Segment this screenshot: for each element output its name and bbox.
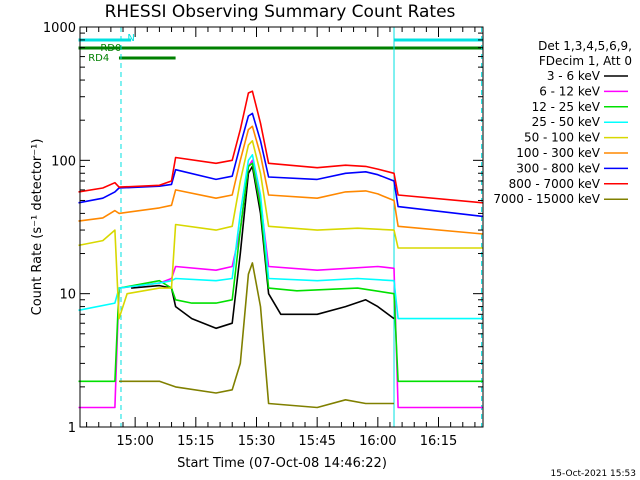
legend-header-line-1: Det 1,3,4,5,6,9, <box>538 39 632 53</box>
y-tick-label: 1 <box>68 421 76 436</box>
legend: Det 1,3,4,5,6,9, FDecim 1, Att 0 3 - 6 k… <box>493 39 632 206</box>
x-tick-label: 15:15 <box>177 434 214 449</box>
y-tick-label: 10 <box>59 288 76 303</box>
series-line-8 <box>119 262 394 409</box>
y-tick-label: 100 <box>51 154 76 169</box>
legend-label: 3 - 6 keV <box>547 69 601 83</box>
legend-header-line-2: FDecim 1, Att 0 <box>539 54 632 68</box>
timestamp: 15-Oct-2021 15:53 <box>551 469 636 479</box>
series-line-3 <box>78 154 483 320</box>
flag-label-rd4: RD4 <box>88 53 109 64</box>
x-tick-label: 16:00 <box>359 434 396 449</box>
y-tick-label: 1000 <box>43 21 76 36</box>
series-line-7 <box>78 90 484 204</box>
legend-label: 800 - 7000 keV <box>509 177 601 191</box>
y-axis-ticks: 1 10 100 1000 <box>43 21 483 436</box>
legend-label: 50 - 100 keV <box>524 131 601 145</box>
chart-title: RHESSI Observing Summary Count Rates <box>105 2 456 22</box>
series-line-5 <box>78 125 484 235</box>
x-axis-ticks: 15:00 15:15 15:30 15:45 16:00 16:15 <box>86 27 476 449</box>
legend-label: 25 - 50 keV <box>532 115 601 129</box>
x-tick-label: 16:15 <box>420 434 457 449</box>
legend-label: 300 - 800 keV <box>516 161 600 175</box>
legend-label: 6 - 12 keV <box>539 84 601 98</box>
y-axis-label: Count Rate (s⁻¹ detector⁻¹) <box>30 139 45 316</box>
series-line-4 <box>78 140 483 320</box>
series-lines <box>78 90 484 409</box>
flag-label-rd0: RD0 <box>100 43 121 54</box>
x-axis-label: Start Time (07-Oct-08 14:46:22) <box>177 456 387 471</box>
series-line-6 <box>78 112 484 218</box>
legend-label: 12 - 25 keV <box>532 100 601 114</box>
x-tick-label: 15:00 <box>116 434 153 449</box>
flag-label-n: N <box>127 33 134 44</box>
series-line-2 <box>78 162 483 383</box>
x-tick-label: 15:30 <box>238 434 275 449</box>
series-line-0 <box>131 165 395 330</box>
plot-frame <box>79 26 484 428</box>
legend-label: 100 - 300 keV <box>516 146 600 160</box>
x-tick-label: 15:45 <box>298 434 335 449</box>
legend-label: 7000 - 15000 keV <box>493 192 600 206</box>
